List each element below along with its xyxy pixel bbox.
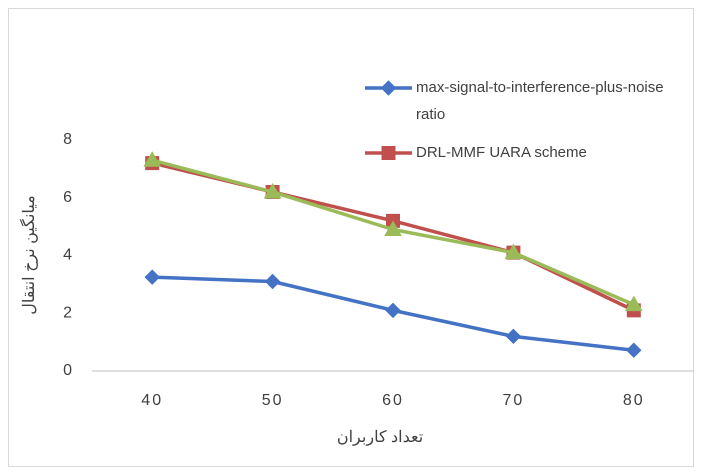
- legend-label: max-signal-to-interference-plus-noise ra…: [416, 79, 668, 123]
- marker: [381, 146, 396, 160]
- marker: [263, 182, 282, 199]
- marker: [144, 269, 160, 285]
- marker: [380, 80, 397, 96]
- marker: [624, 295, 643, 312]
- legend-item: DRL-MMF UARA scheme: [365, 144, 587, 161]
- marker: [626, 342, 642, 358]
- y-tick-label: 4: [63, 247, 72, 264]
- x-tick-label: 40: [141, 392, 163, 409]
- x-tick-label: 50: [262, 392, 284, 409]
- y-tick-label: 8: [63, 131, 72, 148]
- legend-item: max-signal-to-interference-plus-noise ra…: [365, 79, 668, 123]
- x-axis-title: تعداد کاربران: [337, 429, 423, 446]
- y-axis-title: میانگین نرخ انتقال: [19, 195, 38, 314]
- y-tick-label: 0: [63, 362, 72, 379]
- x-tick-label: 60: [382, 392, 404, 409]
- marker: [504, 243, 523, 260]
- marker: [264, 273, 281, 290]
- marker: [505, 328, 522, 345]
- marker: [385, 302, 401, 319]
- x-tick-label: 80: [623, 392, 645, 409]
- marker: [143, 151, 162, 167]
- y-tick-label: 6: [63, 189, 72, 206]
- marker: [384, 220, 402, 237]
- chart-border: [8, 8, 694, 467]
- x-tick-label: 70: [503, 392, 525, 409]
- legend-label: DRL-MMF UARA scheme: [416, 144, 587, 161]
- y-tick-label: 2: [63, 304, 72, 321]
